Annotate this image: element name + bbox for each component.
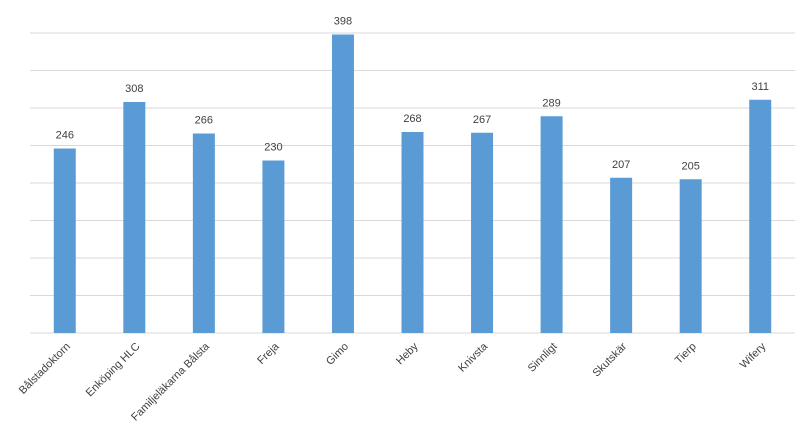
- bar: [610, 177, 633, 333]
- data-label: 289: [542, 97, 560, 109]
- data-label: 268: [403, 113, 421, 125]
- x-tick-label: Gimo: [324, 341, 351, 368]
- x-tick-label: Freja: [255, 340, 282, 367]
- bar: [401, 132, 424, 333]
- x-tick-label: Knivsta: [456, 340, 491, 375]
- data-label: 230: [264, 142, 282, 154]
- bar: [123, 102, 146, 333]
- data-label: 267: [473, 114, 491, 126]
- x-tick-label: Sinnligt: [526, 341, 560, 375]
- data-label: 398: [334, 16, 352, 28]
- data-label: 205: [682, 160, 700, 172]
- data-label: 266: [195, 115, 213, 127]
- bar: [192, 133, 215, 333]
- x-tick-label: Skutskär: [591, 340, 630, 379]
- x-tick-label: Enköping HLC: [84, 341, 143, 400]
- data-label: 308: [125, 83, 143, 95]
- x-tick-label: Familjeläkarna Bålsta: [129, 340, 212, 423]
- x-tick-label: Wifery: [738, 340, 769, 371]
- bar: [53, 148, 76, 333]
- x-tick-label: Heby: [394, 340, 421, 367]
- bar: [262, 160, 285, 333]
- x-tick-label: Tierp: [673, 341, 699, 367]
- data-label: 311: [751, 81, 769, 93]
- bar: [471, 132, 494, 333]
- data-label: 207: [612, 159, 630, 171]
- data-label: 246: [56, 130, 74, 142]
- bar: [679, 179, 702, 333]
- x-tick-label: Bålstadoktorn: [17, 341, 73, 397]
- bar: [331, 34, 354, 333]
- bar: [749, 99, 772, 333]
- bar: [540, 116, 563, 333]
